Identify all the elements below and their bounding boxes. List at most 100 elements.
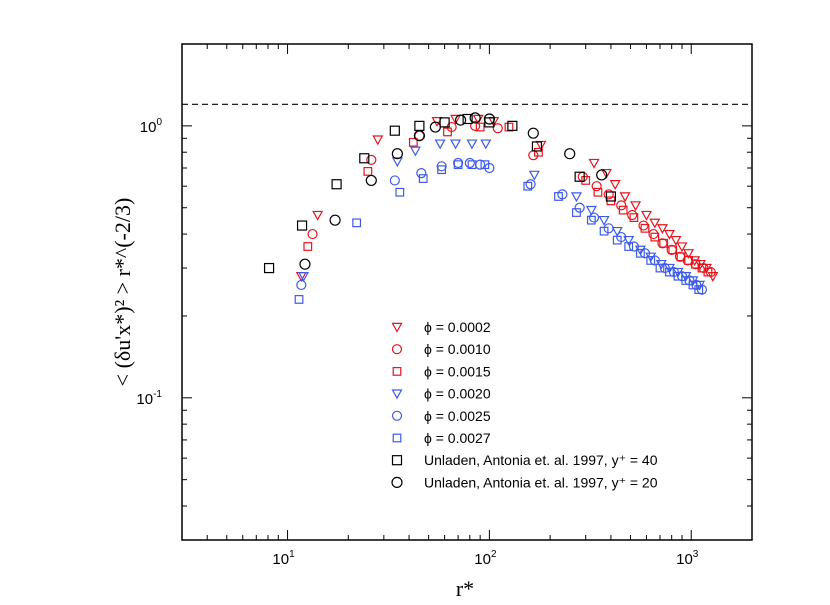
data-point xyxy=(609,180,621,190)
data-point xyxy=(464,157,475,169)
data-point xyxy=(395,187,405,197)
data-point xyxy=(372,135,384,146)
data-point xyxy=(649,255,660,266)
data-point xyxy=(681,276,691,285)
data-point xyxy=(294,295,304,304)
data-point xyxy=(437,165,447,175)
data-point xyxy=(585,205,597,216)
data-point xyxy=(439,117,450,128)
data-point xyxy=(603,223,614,234)
data-point xyxy=(523,181,533,191)
data-point xyxy=(586,215,596,225)
legend-marker xyxy=(392,433,402,443)
data-point xyxy=(303,242,313,251)
data-point xyxy=(352,218,362,228)
data-point xyxy=(450,114,462,125)
legend-marker xyxy=(391,476,403,488)
data-point xyxy=(570,192,582,203)
x-tick-label: 102 xyxy=(474,549,497,568)
data-point xyxy=(616,200,627,211)
data-point xyxy=(703,267,713,277)
data-point xyxy=(480,139,492,150)
legend-label: ϕ = 0.0010 xyxy=(424,341,491,357)
data-point xyxy=(484,117,495,128)
data-point xyxy=(312,210,324,221)
legend-marker xyxy=(391,322,403,333)
data-point xyxy=(443,127,452,137)
data-point xyxy=(656,224,668,235)
data-point xyxy=(640,223,650,233)
data-point xyxy=(581,176,591,185)
data-point xyxy=(389,175,400,186)
data-point xyxy=(475,159,486,170)
data-point xyxy=(414,120,425,131)
data-point xyxy=(462,113,473,125)
legend-label: ϕ = 0.0027 xyxy=(424,430,491,446)
data-point xyxy=(670,235,682,246)
data-point xyxy=(628,241,640,252)
data-point xyxy=(408,137,418,147)
data-point xyxy=(296,279,307,291)
legend-marker xyxy=(391,344,403,355)
data-point xyxy=(588,158,600,169)
data-point xyxy=(504,122,514,132)
data-point xyxy=(650,232,660,242)
legend-label: ϕ = 0.0015 xyxy=(424,363,491,379)
data-point xyxy=(655,263,665,273)
data-point xyxy=(467,160,477,170)
data-point xyxy=(450,139,462,150)
x-tick-label: 103 xyxy=(676,549,699,568)
data-point xyxy=(630,201,642,212)
data-point xyxy=(676,242,688,253)
data-point xyxy=(618,205,628,215)
data-point xyxy=(639,248,651,259)
data-point xyxy=(605,191,617,202)
data-point xyxy=(475,122,485,132)
data-point xyxy=(623,235,635,246)
data-point xyxy=(366,154,377,165)
data-point xyxy=(389,125,400,136)
data-point xyxy=(634,245,646,256)
data-point xyxy=(480,160,490,170)
data-point xyxy=(627,209,638,221)
axis-ticks xyxy=(181,43,753,541)
data-point xyxy=(469,112,481,124)
data-point xyxy=(470,120,481,131)
data-point xyxy=(659,238,669,248)
data-point xyxy=(612,235,622,245)
data-point xyxy=(527,127,539,139)
data-point xyxy=(646,256,656,265)
data-point xyxy=(611,226,623,237)
data-point xyxy=(436,161,447,172)
data-point xyxy=(688,280,698,290)
data-point xyxy=(696,284,708,295)
data-point xyxy=(453,157,464,169)
plot-frame xyxy=(181,43,753,541)
legend-marker xyxy=(391,389,403,400)
data-point xyxy=(629,213,639,222)
data-point xyxy=(507,120,518,131)
data-point xyxy=(434,139,446,150)
data-point xyxy=(603,189,614,200)
data-point xyxy=(598,215,610,226)
data-point xyxy=(429,121,441,133)
data-point xyxy=(329,214,341,226)
data-point xyxy=(416,168,427,179)
legend-marker xyxy=(391,410,403,421)
data-point xyxy=(640,210,652,221)
data-point xyxy=(636,248,645,258)
data-point xyxy=(409,146,421,157)
data-point xyxy=(391,157,403,168)
data-points xyxy=(263,112,719,304)
data-point xyxy=(663,229,675,240)
legend-label: ϕ = 0.0025 xyxy=(424,408,491,424)
data-point xyxy=(263,262,275,274)
data-point xyxy=(574,171,585,182)
data-point xyxy=(525,179,536,190)
data-point xyxy=(619,192,631,203)
data-point xyxy=(391,148,403,160)
data-point xyxy=(331,179,342,190)
data-point xyxy=(528,170,540,181)
data-point xyxy=(534,147,543,157)
